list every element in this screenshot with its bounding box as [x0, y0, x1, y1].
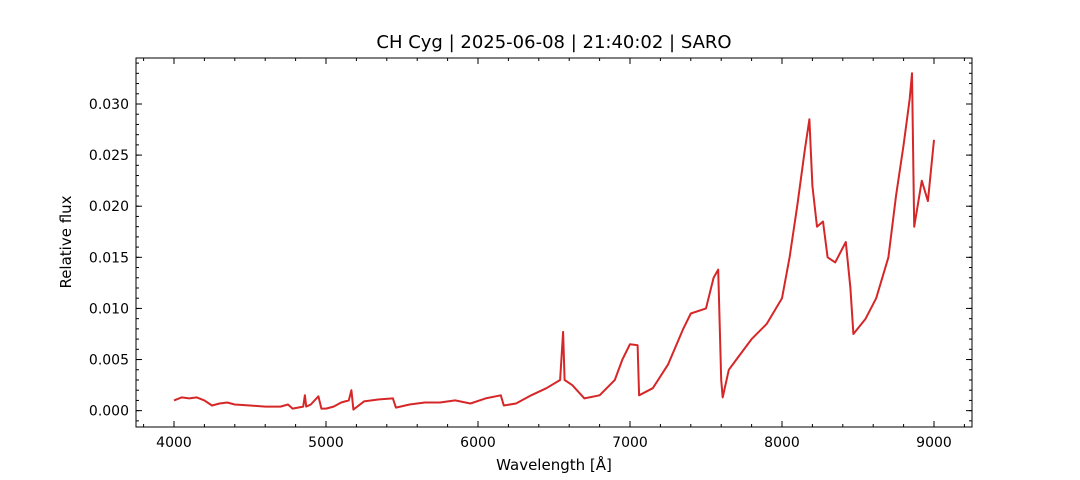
- x-tick-label: 7000: [612, 435, 648, 451]
- y-tick-label: 0.025: [89, 148, 129, 164]
- x-tick-label: 8000: [764, 435, 800, 451]
- flux-spectrum-line: [173, 72, 935, 411]
- y-tick-label: 0.005: [89, 353, 129, 369]
- x-tick-label: 6000: [460, 435, 496, 451]
- x-tick-label: 9000: [916, 435, 952, 451]
- y-tick-label: 0.010: [89, 301, 129, 317]
- y-axis-label: Relative flux: [57, 195, 75, 288]
- y-tick-label: 0.015: [89, 250, 129, 266]
- plot-frame: [135, 57, 973, 428]
- chart-title: CH Cyg | 2025-06-08 | 21:40:02 | SARO: [376, 32, 731, 53]
- x-tick-label: 5000: [308, 435, 344, 451]
- y-tick-label: 0.000: [89, 404, 129, 420]
- axis-ticks: 4000 5000 6000 7000 8000 9000 0.000 0.005 0.010 0…: [89, 58, 972, 451]
- plot-area: 4000 5000 6000 7000 8000 9000 0.000 0.005 0.010 0…: [89, 57, 973, 451]
- x-tick-label: 4000: [156, 435, 192, 451]
- y-tick-label: 0.030: [89, 97, 129, 113]
- y-tick-label: 0.020: [89, 199, 129, 215]
- x-axis-label: Wavelength [Å]: [496, 455, 612, 474]
